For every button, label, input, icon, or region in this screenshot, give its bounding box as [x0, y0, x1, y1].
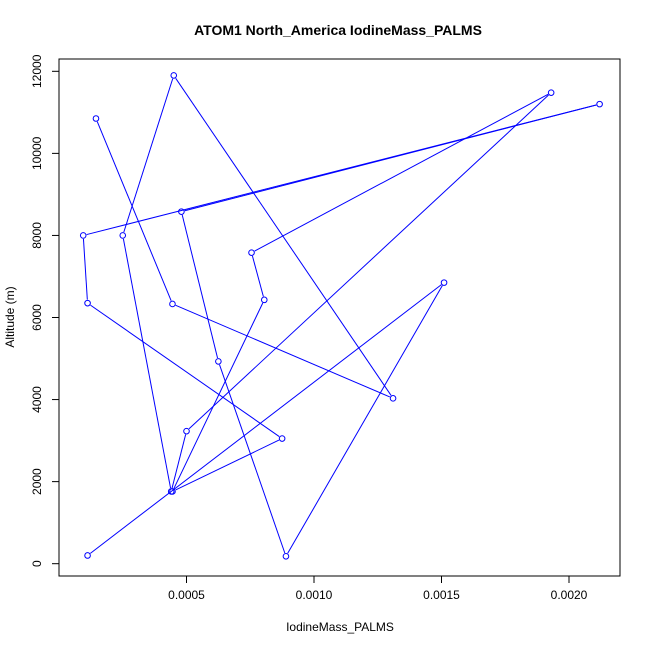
- series-segment: [254, 93, 549, 252]
- data-point: [92, 115, 100, 122]
- data-point: [170, 72, 178, 79]
- chart-title: ATOM1 North_America IodineMass_PALMS: [194, 22, 482, 38]
- series-segment: [90, 304, 280, 437]
- data-point: [84, 299, 91, 307]
- x-tick-label: 0.0020: [551, 588, 588, 602]
- data-point: [169, 300, 176, 308]
- y-tick-label: 6000: [30, 304, 44, 331]
- series-segment: [219, 364, 286, 554]
- y-axis-label: Altitude (m): [3, 286, 17, 347]
- series-segment: [96, 121, 172, 301]
- series-segment: [175, 78, 392, 396]
- x-axis: 0.0005 0.0010 0.0015 0.0020: [168, 575, 588, 602]
- x-axis-label: IodineMass_PALMS: [286, 620, 394, 634]
- x-tick-label: 0.0010: [296, 588, 333, 602]
- y-tick-label: 8000: [30, 222, 44, 249]
- data-point: [389, 395, 397, 402]
- series-segment: [122, 238, 172, 489]
- series-segment: [188, 94, 549, 430]
- data-point: [248, 249, 255, 256]
- data-point: [215, 358, 222, 365]
- x-tick-label: 0.0015: [423, 588, 460, 602]
- series-segment: [82, 238, 88, 300]
- series-segment: [86, 104, 597, 236]
- y-tick-label: 4000: [30, 386, 44, 413]
- series-segment: [173, 302, 264, 489]
- data-point: [440, 279, 448, 286]
- data-point: [167, 488, 175, 495]
- y-tick-label: 12000: [30, 54, 44, 88]
- series-segment: [90, 284, 442, 554]
- data-point: [84, 552, 91, 559]
- y-tick-label: 10000: [30, 136, 44, 170]
- data-point: [260, 296, 268, 304]
- y-tick-label: 0: [30, 560, 44, 567]
- data-point: [119, 232, 127, 239]
- x-tick-label: 0.0005: [168, 588, 205, 602]
- y-axis: 0 2000 4000 6000 8000 10000 12000: [30, 54, 59, 567]
- data-point: [178, 208, 185, 215]
- y-tick-label: 2000: [30, 468, 44, 495]
- series-lines: [82, 78, 597, 554]
- data-point: [183, 427, 190, 435]
- series-segment: [251, 255, 264, 297]
- series-points: [79, 72, 603, 560]
- data-point: [79, 232, 87, 239]
- series-segment: [181, 214, 219, 359]
- series-segment: [175, 304, 391, 398]
- data-point: [282, 553, 290, 560]
- series-segment: [175, 439, 280, 491]
- data-point: [596, 100, 603, 108]
- series-segment: [171, 434, 187, 489]
- data-point: [547, 89, 555, 96]
- data-point: [278, 435, 286, 442]
- series-segment: [287, 285, 443, 554]
